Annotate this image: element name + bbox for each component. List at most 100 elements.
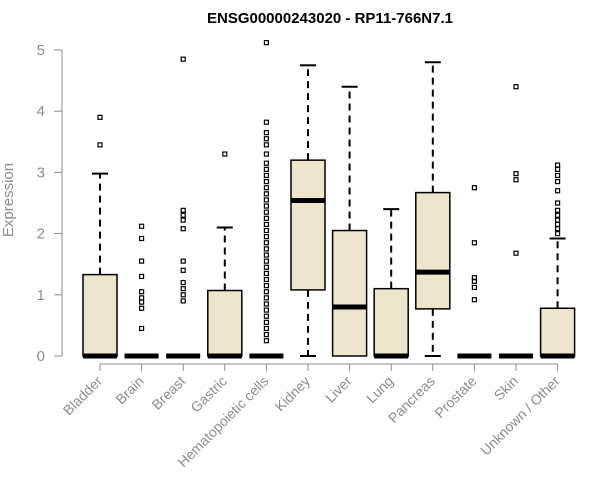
outlier-point xyxy=(471,185,477,191)
outlier-point xyxy=(263,119,269,125)
box-bladder xyxy=(82,114,118,359)
outlier-point xyxy=(513,250,519,256)
y-tick-label: 1 xyxy=(37,287,45,304)
outlier-point xyxy=(471,275,477,281)
outlier-point xyxy=(180,286,186,292)
outlier-point xyxy=(180,258,186,264)
outlier-point xyxy=(180,56,186,62)
outlier-point xyxy=(513,84,519,90)
outlier-point xyxy=(263,227,269,234)
box-iqr xyxy=(415,191,451,310)
box-unknown-other xyxy=(539,162,576,359)
outlier-point xyxy=(263,185,269,191)
outlier-point xyxy=(263,197,269,203)
outlier-point xyxy=(554,231,561,237)
outlier-point xyxy=(263,264,269,270)
outlier-point xyxy=(263,240,269,246)
x-tick-label: Kidney xyxy=(272,373,314,415)
x-tick-label: Breast xyxy=(148,373,188,413)
box-brain xyxy=(124,223,159,359)
outlier-point xyxy=(263,246,269,252)
chart-title: ENSG00000243020 - RP11-766N7.1 xyxy=(207,10,453,27)
outlier-point xyxy=(222,151,228,157)
y-tick-label: 0 xyxy=(37,348,45,365)
y-tick-label: 3 xyxy=(37,164,45,181)
outlier-point xyxy=(263,283,269,289)
outlier-point xyxy=(263,319,269,325)
x-tick-label: Liver xyxy=(322,373,355,406)
outlier-point xyxy=(554,212,561,218)
outlier-point xyxy=(139,289,145,295)
outlier-point xyxy=(554,188,561,194)
outlier-point xyxy=(471,240,477,246)
outlier-point xyxy=(263,142,269,148)
box-iqr xyxy=(290,159,326,291)
outlier-point xyxy=(180,292,186,298)
outlier-point xyxy=(263,252,269,258)
box-iqr xyxy=(331,229,368,357)
box-breast xyxy=(166,56,201,359)
outlier-point xyxy=(554,207,561,213)
y-axis: 0 1 2 3 4 5 xyxy=(37,42,63,365)
outlier-point xyxy=(263,331,269,338)
outlier-point xyxy=(554,221,561,228)
outlier-point xyxy=(554,226,561,232)
outlier-point xyxy=(263,172,269,179)
outlier-point xyxy=(263,151,269,157)
outlier-point xyxy=(471,284,477,291)
box-skin xyxy=(499,84,533,359)
outlier-point xyxy=(554,172,561,179)
outlier-point xyxy=(263,295,269,301)
outlier-point xyxy=(263,270,269,276)
outlier-point xyxy=(139,223,145,229)
outlier-point xyxy=(263,191,269,197)
box-liver xyxy=(331,85,368,357)
boxes-group xyxy=(82,40,576,359)
outlier-point xyxy=(180,279,186,286)
x-tick-label: Brain xyxy=(112,373,146,407)
x-tick-label: Unknown / Other xyxy=(477,373,563,459)
box-pancreas xyxy=(415,61,451,357)
outlier-point xyxy=(263,276,269,283)
box-iqr xyxy=(539,307,576,357)
outlier-point xyxy=(263,166,269,172)
outlier-point xyxy=(554,200,561,206)
outlier-point xyxy=(139,299,145,305)
outlier-point xyxy=(263,289,269,295)
outlier-point xyxy=(263,40,269,46)
outlier-point xyxy=(139,305,145,311)
outlier-point xyxy=(263,313,269,319)
outlier-point xyxy=(97,114,103,120)
outlier-point xyxy=(263,136,269,142)
box-hematopoietic-cells xyxy=(249,40,284,359)
outlier-point xyxy=(263,130,269,136)
outlier-point xyxy=(263,325,269,332)
outlier-point xyxy=(554,178,561,185)
outlier-point xyxy=(180,212,186,218)
outlier-point xyxy=(97,142,103,148)
outlier-point xyxy=(263,178,269,185)
x-tick-label: Prostate xyxy=(431,373,479,421)
outlier-point xyxy=(139,295,145,301)
box-iqr xyxy=(373,287,409,357)
box-kidney xyxy=(290,64,326,357)
outlier-point xyxy=(263,209,269,215)
outlier-point xyxy=(263,338,269,344)
outlier-point xyxy=(180,207,186,213)
y-axis-label: Expression xyxy=(0,163,17,237)
x-tick-label: Lung xyxy=(363,373,396,406)
outlier-point xyxy=(139,325,145,332)
outlier-point xyxy=(554,166,561,172)
outlier-point xyxy=(263,221,269,228)
outlier-point xyxy=(180,217,186,223)
outlier-point xyxy=(263,160,269,166)
outlier-point xyxy=(513,177,519,183)
y-tick-label: 4 xyxy=(37,103,45,120)
outlier-point xyxy=(180,298,186,304)
outlier-point xyxy=(263,234,269,240)
outlier-point xyxy=(180,267,186,273)
outlier-point xyxy=(139,273,145,280)
outlier-point xyxy=(139,258,145,264)
